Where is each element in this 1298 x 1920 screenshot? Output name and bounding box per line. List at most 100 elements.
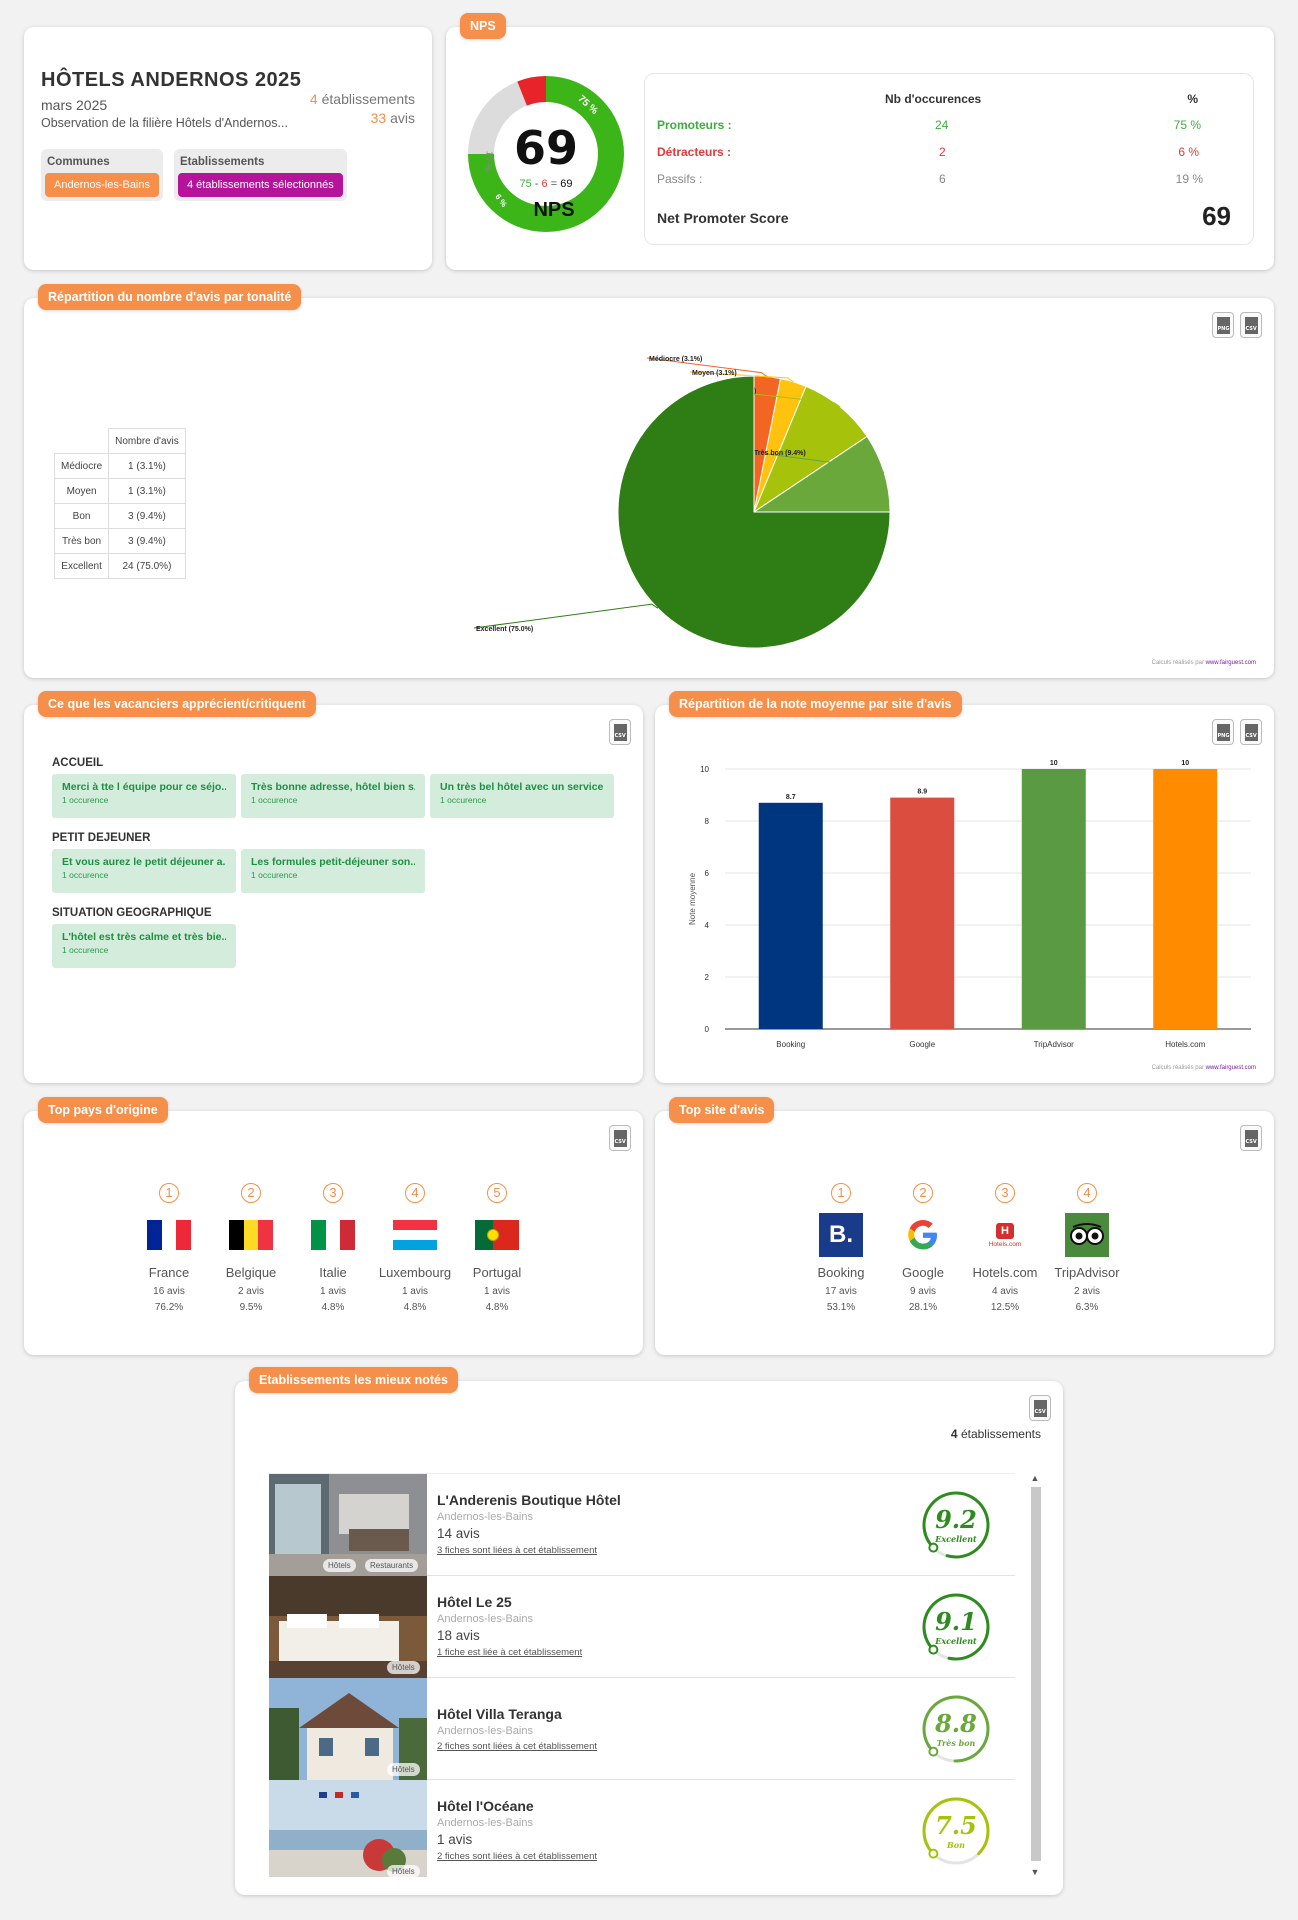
gauge-arc-detractors [517, 76, 546, 106]
nps-formula: 75 - 6 = 69 [520, 178, 573, 190]
filter-label: Communes [47, 156, 110, 168]
export-csv-button[interactable]: CSV [609, 719, 631, 745]
filter-value-commune[interactable]: Andernos-les-Bains [45, 173, 159, 197]
score-value: 7.5 [935, 1811, 977, 1840]
png-file-icon: PNG [1216, 723, 1230, 741]
rank-badge: 3 [323, 1183, 343, 1203]
score-ring-dot [928, 1542, 939, 1553]
hotels-count: 4 établissements [950, 1427, 1041, 1441]
note-moyenne-bar-chart: 0 2 4 6 8 10 Note moyenne 8.7 Booking 8.9 Google 10… [688, 760, 1251, 1049]
comment-chip[interactable]: Très bonne adresse, hôtel bien s... 1 occ… [241, 774, 425, 818]
period-label: mars 2025 [41, 97, 108, 113]
theme-heading: PETIT DEJEUNER [52, 832, 151, 844]
col-header-percent: % [1187, 92, 1198, 106]
country-name: Portugal [472, 1265, 522, 1280]
export-csv-button[interactable]: CSV [1240, 1125, 1262, 1151]
etablissements-count: 4 établissements [309, 91, 415, 107]
pie-leader-line [689, 371, 794, 383]
csv-file-icon: CSV [1244, 1129, 1258, 1147]
hotel-fiches-link[interactable]: 2 fiches sont liées à cet établissement [437, 1851, 598, 1862]
top-pays-card: Top pays d'origine CSV 1 France 16 avis 7… [24, 1097, 643, 1355]
score-ring-arc [922, 1593, 990, 1661]
scrollbar-thumb[interactable] [1031, 1487, 1041, 1861]
comment-chip[interactable]: Les formules petit-déjeuner son... 1 occu… [241, 849, 425, 893]
scroll-up-icon[interactable]: ▲ [1030, 1473, 1040, 1483]
pie-label: Excellent (75.0%) [476, 626, 533, 633]
hotel-name[interactable]: L'Anderenis Boutique Hôtel [437, 1492, 621, 1508]
hotel-row[interactable]: Hôtels Restaurants L'Anderenis Boutique … [269, 1474, 1015, 1576]
site-name: TripAdvisor [1054, 1265, 1120, 1280]
site-stats: 17 avis 53.1% [825, 1286, 857, 1313]
filter-communes[interactable]: Communes Andernos-les-Bains [41, 149, 163, 201]
hotel-avis: 1 avis [437, 1832, 473, 1847]
score-mention: Très bon [937, 1738, 976, 1748]
nps-total-label: Net Promoter Score [657, 210, 789, 226]
france-flag-icon [147, 1220, 192, 1250]
section-tag: Top site d'avis [669, 1097, 775, 1123]
bar-tripadvisor [1021, 769, 1086, 1029]
country-name: Italie [319, 1265, 347, 1280]
score-ring-dot [928, 1746, 939, 1757]
hotel-name[interactable]: Hôtel Le 25 [437, 1594, 512, 1610]
bar-value-label: 8.7 [786, 794, 796, 801]
comment-chip[interactable]: L'hôtel est très calme et très bie... 1 o… [52, 924, 236, 968]
filter-etablissements[interactable]: Etablissements 4 établissements sélectio… [174, 149, 347, 201]
country-item-portugal: 5 Portugal 1 avis 4.8% [456, 1183, 538, 1316]
y-tick-label: 0 [705, 1025, 710, 1034]
png-file-icon: PNG [1216, 316, 1230, 334]
export-png-button[interactable]: PNG [1212, 312, 1234, 338]
score-value: 9.2 [935, 1505, 977, 1534]
nps-label: NPS [533, 199, 574, 221]
section-tag: Répartition du nombre d'avis par tonalit… [38, 284, 302, 310]
bar-booking [758, 802, 823, 1029]
export-png-button[interactable]: PNG [1212, 719, 1234, 745]
rank-badge: 1 [831, 1183, 851, 1203]
scroll-down-icon[interactable]: ▼ [1030, 1867, 1040, 1877]
site-stats: 9 avis 28.1% [908, 1286, 938, 1313]
export-csv-button[interactable]: CSV [1240, 719, 1262, 745]
hotel-fiches-link[interactable]: 1 fiche est liée à cet établissement [437, 1647, 583, 1658]
rank-badge: 5 [487, 1183, 507, 1203]
hotel-list: Hôtels Restaurants L'Anderenis Boutique … [269, 1473, 1015, 1877]
rank-badge: 4 [1077, 1183, 1097, 1203]
tripadvisor-logo-icon [1065, 1213, 1109, 1257]
pie-label: Moyen (3.1%) [692, 370, 737, 377]
nps-row-detracteurs: Détracteurs : 2 6 % [657, 145, 1199, 159]
nps-card: NPS 75 % 19 % 6 % 69 75 - 6 = 69 NPS Nb … [446, 13, 1274, 270]
pie-leader-line [473, 603, 659, 629]
section-tag: NPS [460, 13, 506, 39]
y-axis-label: Note moyenne [688, 872, 697, 925]
category-badge: Hôtels [387, 1763, 420, 1776]
export-csv-button[interactable]: CSV [1029, 1395, 1051, 1421]
hotel-row[interactable]: Hôtels Hôtel Le 25 Andernos-les-Bains 18… [269, 1576, 1015, 1678]
export-csv-button[interactable]: CSV [609, 1125, 631, 1151]
bar-value-label: 8.9 [917, 789, 927, 796]
filter-value-etablissements[interactable]: 4 établissements sélectionnés [178, 173, 343, 197]
hotel-list-scrollbar[interactable]: ▲ ▼ [1029, 1473, 1041, 1877]
hotel-row[interactable]: Hôtels Hôtel l'Océane Andernos-les-Bains… [269, 1780, 1015, 1877]
hotel-city: Andernos-les-Bains [437, 1511, 533, 1523]
hotel-fiches-link[interactable]: 3 fiches sont liées à cet établissement [437, 1545, 598, 1556]
score-value: 8.8 [934, 1709, 977, 1738]
hotel-fiches-link[interactable]: 2 fiches sont liées à cet établissement [437, 1741, 598, 1752]
table-row: Médiocre 1 (3.1%) [53, 453, 186, 479]
hotel-name[interactable]: Hôtel Villa Teranga [437, 1706, 562, 1722]
table-header: Nombre d'avis [108, 428, 186, 454]
tonalite-table: Nombre d'avis Médiocre 1 (3.1%) Moyen 1 (3… [53, 428, 186, 579]
pie-label: Médiocre (3.1%) [649, 356, 702, 363]
score-ring: 7.5 Bon [922, 1797, 990, 1865]
comment-chip[interactable]: Un très bel hôtel avec un service... 1 oc… [430, 774, 614, 818]
export-csv-button[interactable]: CSV [1240, 312, 1262, 338]
hotel-row[interactable]: Hôtels Hôtel Villa Teranga Andernos-les-… [269, 1678, 1015, 1780]
y-tick-label: 10 [700, 765, 709, 774]
bar-google [890, 797, 955, 1029]
hotel-name[interactable]: Hôtel l'Océane [437, 1798, 534, 1814]
hotel-avis: 14 avis [437, 1526, 480, 1541]
rank-badge: 2 [913, 1183, 933, 1203]
nps-score: 69 [514, 121, 578, 175]
comment-chip[interactable]: Merci à tte l équipe pour ce séjo... 1 oc… [52, 774, 236, 818]
comment-chip[interactable]: Et vous aurez le petit déjeuner a... 1 oc… [52, 849, 236, 893]
hotel-photo: Hôtels Restaurants [269, 1474, 427, 1576]
apprecie-card: Ce que les vacanciers apprécient/critiqu… [24, 691, 643, 1083]
luxembourg-flag-icon [393, 1220, 437, 1250]
